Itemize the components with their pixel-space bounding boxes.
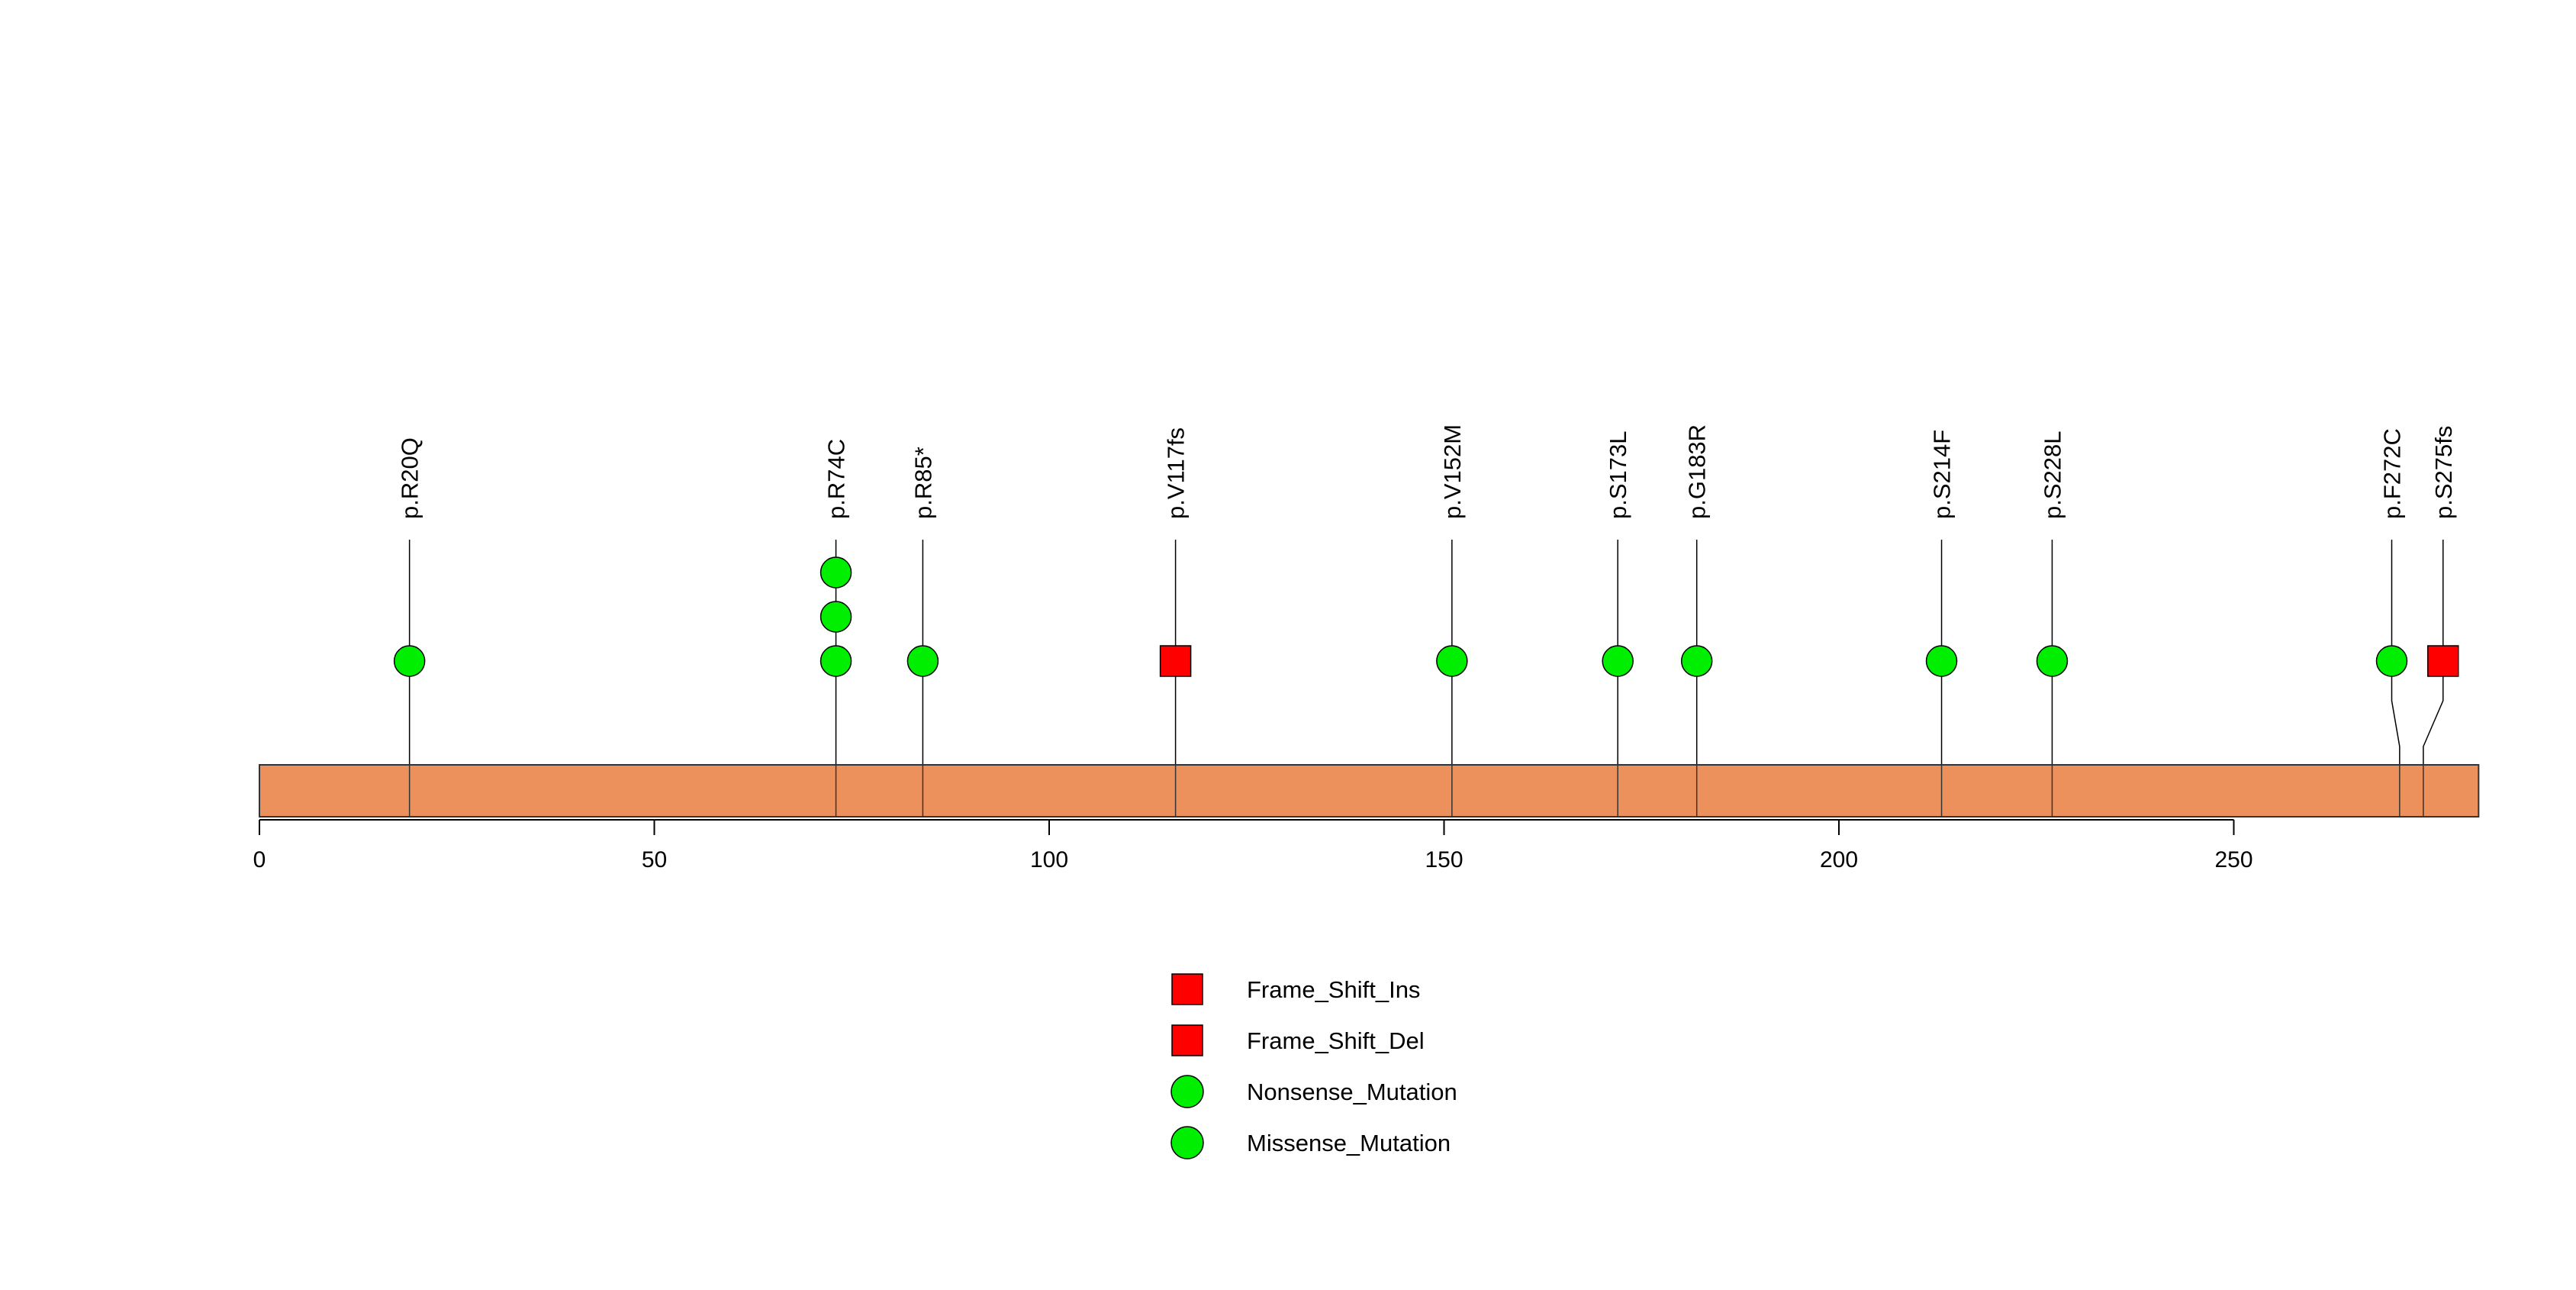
mutation-marker-circle	[819, 601, 852, 633]
x-axis-tick-label: 150	[1425, 847, 1463, 872]
x-axis-tick-label: 250	[2214, 847, 2252, 872]
x-axis-tick-label: 50	[642, 847, 667, 872]
mutation-markers	[393, 556, 2459, 677]
mutation-label: p.S228L	[2039, 431, 2066, 520]
legend-swatch-circle	[1170, 1126, 1204, 1159]
mutation-label: p.F272C	[2379, 428, 2406, 519]
protein-bar	[259, 764, 2480, 818]
mutation-label: p.R20Q	[397, 437, 423, 519]
mutation-marker-circle	[819, 645, 852, 677]
mutation-marker-circle	[1680, 645, 1713, 677]
legend-entry: Nonsense_Mutation	[1170, 1075, 1457, 1108]
legend-label: Frame_Shift_Del	[1247, 1027, 1425, 1054]
x-axis-tick-label: 100	[1030, 847, 1068, 872]
legend-entry: Missense_Mutation	[1170, 1126, 1451, 1159]
mutation-label: p.R74C	[823, 439, 850, 519]
mutation-label: p.V152M	[1439, 424, 1466, 519]
legend-entry: Frame_Shift_Del	[1171, 1024, 1425, 1056]
legend-swatch-circle	[1170, 1075, 1204, 1108]
mutation-marker-circle	[2375, 645, 2408, 677]
mutation-label: p.V117fs	[1163, 427, 1190, 519]
mutation-label: p.R85*	[910, 447, 936, 519]
mutation-marker-circle	[393, 645, 426, 677]
mutation-marker-circle	[819, 556, 852, 589]
x-axis-tick-label: 200	[1820, 847, 1858, 872]
mutation-label: p.S173L	[1605, 431, 1631, 520]
legend-label: Frame_Shift_Ins	[1247, 976, 1420, 1003]
protein-bar-position-lines	[408, 765, 2424, 817]
mutation-label: p.G183R	[1684, 424, 1711, 519]
mutation-marker-circle	[1925, 645, 1958, 677]
mutation-marker-circle	[2036, 645, 2069, 677]
legend: Frame_Shift_Ins Frame_Shift_Del Nonsense_M…	[1170, 973, 1457, 1159]
mutation-marker-circle	[906, 645, 939, 677]
legend-swatch-square	[1171, 1024, 1203, 1056]
mutation-labels: p.R20Q p.R74C p.R85* p.V117fs p.V152M p.S173L…	[397, 424, 2457, 519]
mutation-marker-circle	[1602, 645, 1634, 677]
x-axis-tick-label: 0	[253, 847, 266, 872]
mutation-label: p.S275fs	[2430, 426, 2457, 519]
mutation-stem	[2423, 540, 2444, 765]
mutation-marker-square	[1159, 645, 1192, 677]
legend-label: Nonsense_Mutation	[1247, 1079, 1457, 1105]
legend-entry: Frame_Shift_Ins	[1171, 973, 1420, 1005]
mutation-label: p.S214F	[1929, 430, 1956, 519]
legend-swatch-square	[1171, 973, 1203, 1005]
x-axis: 0 50 100 150 200 250	[253, 819, 2253, 872]
legend-label: Missense_Mutation	[1247, 1130, 1451, 1156]
mutation-marker-square	[2427, 645, 2459, 677]
mutation-marker-circle	[1436, 645, 1468, 677]
mutation-stem	[2391, 540, 2401, 765]
